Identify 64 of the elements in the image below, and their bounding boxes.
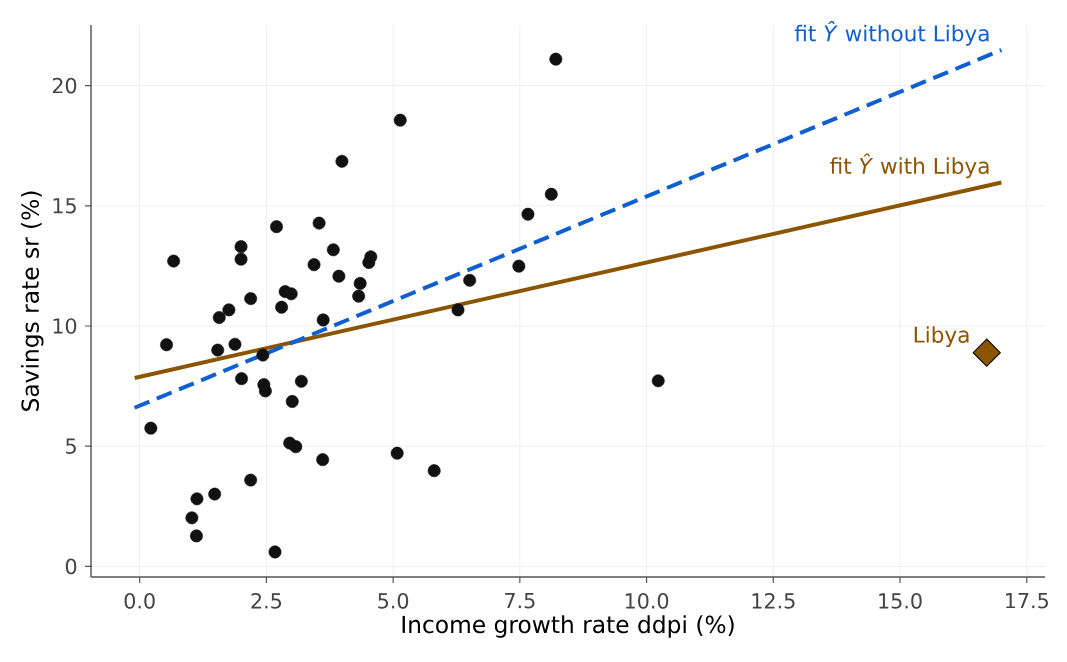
point	[228, 337, 242, 351]
point	[427, 464, 441, 478]
point	[316, 453, 330, 467]
point	[451, 303, 465, 317]
point	[190, 529, 203, 543]
point	[390, 446, 404, 460]
point	[244, 473, 258, 487]
y-axis-title: Savings rate sr (%)	[20, 191, 44, 411]
y-tick-label: 10	[53, 318, 77, 334]
x-tick-label: 2.5	[251, 593, 282, 609]
point	[326, 243, 340, 257]
point	[312, 216, 326, 230]
point	[257, 378, 271, 392]
point	[353, 277, 367, 290]
point	[256, 348, 270, 362]
point	[167, 254, 181, 268]
point	[544, 187, 558, 201]
point	[284, 287, 298, 301]
point	[352, 289, 366, 303]
point	[275, 300, 288, 314]
point	[521, 207, 535, 221]
point	[463, 273, 477, 287]
series-label: Libya	[914, 326, 969, 348]
y-tick-label: 0	[65, 558, 77, 575]
y-tick-label: 20	[52, 77, 77, 94]
point	[244, 292, 258, 305]
point	[332, 269, 346, 283]
point	[185, 511, 199, 525]
point	[235, 372, 248, 386]
point	[972, 338, 1001, 367]
point	[294, 374, 308, 388]
x-tick-label: 10.0	[625, 593, 669, 609]
series-label: fit Ŷ without Libya	[794, 21, 989, 46]
x-axis-title: Income growth rate ddpi (%)	[402, 615, 734, 638]
point	[268, 545, 282, 559]
x-tick-label: 12.5	[752, 593, 795, 609]
point	[222, 303, 236, 317]
y-tick-label: 15	[53, 198, 76, 214]
point	[212, 311, 226, 324]
point	[270, 220, 283, 234]
point	[160, 338, 173, 352]
point	[190, 492, 204, 506]
x-tick-label: 0.0	[124, 593, 155, 609]
series-label: fit Ŷ with Libya	[830, 153, 989, 179]
point	[307, 258, 321, 272]
point	[208, 487, 222, 501]
point	[211, 343, 225, 357]
point	[234, 240, 248, 254]
point	[335, 154, 349, 168]
point	[283, 436, 297, 450]
point	[285, 395, 299, 408]
x-tick-label: 7.5	[505, 593, 535, 609]
point	[393, 113, 407, 127]
x-tick-label: 15.0	[879, 593, 922, 609]
point	[651, 374, 665, 388]
x-tick-label: 17.5	[1006, 593, 1048, 609]
x-tick-label: 5.0	[378, 593, 409, 609]
point	[144, 421, 158, 435]
point	[234, 252, 248, 266]
point	[549, 52, 563, 66]
point	[512, 259, 526, 273]
point	[362, 256, 376, 269]
y-tick-label: 5	[66, 438, 76, 454]
point	[316, 313, 330, 327]
